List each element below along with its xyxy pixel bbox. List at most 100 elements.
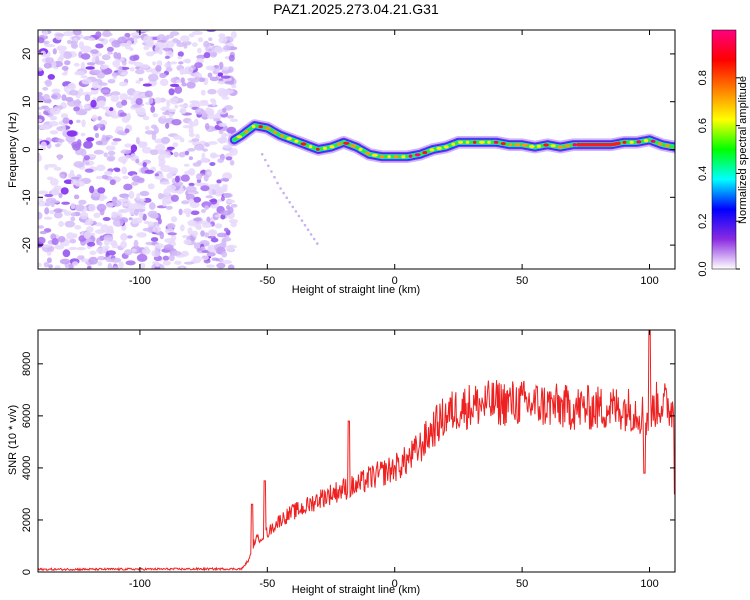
spectrogram-noise-blob (96, 203, 107, 212)
spectrogram-noise-blob (188, 126, 194, 135)
spectrogram-noise-blob (62, 249, 71, 258)
spectrogram-noise-blob (188, 168, 196, 176)
spectrogram-noise-blob (53, 211, 63, 219)
spectrogram-noise-blob (99, 197, 105, 202)
colorbar-label: Normalized spectral amplitude (737, 76, 749, 224)
spectrogram-noise-blob (174, 85, 183, 94)
spectrogram-noise-blob (216, 262, 226, 269)
spectrogram-noise-blob (220, 177, 229, 182)
spectrogram-noise-blob (188, 198, 195, 205)
spectrogram-noise-blob (49, 107, 61, 115)
spectrogram-noise-blob (162, 199, 167, 207)
spectrogram-noise-blob (229, 160, 235, 166)
spectrogram-track-peak (617, 141, 621, 146)
spectrogram-track-peak (521, 143, 528, 147)
spectrogram-noise-blob (223, 192, 233, 198)
spectrogram-track-peak (665, 144, 670, 148)
spectrogram-noise-blob (220, 75, 231, 79)
spectrogram-noise-blob (138, 77, 144, 82)
spectrogram-noise-blob (38, 118, 43, 123)
spectrogram-noise-blob (218, 122, 227, 127)
spectrogram-noise-blob (38, 37, 45, 44)
spectrogram-noise-blob (200, 185, 210, 192)
spectrogram-noise-blob (133, 61, 144, 67)
spectrogram-noise-blob (72, 30, 82, 36)
spectrogram-noise-blob (180, 174, 190, 182)
spectrogram-noise-blob (214, 223, 223, 229)
spectrogram-noise-blob (157, 218, 162, 225)
spectrogram-branch-point (312, 237, 316, 241)
spectrogram-track-peak (294, 139, 299, 143)
colorbar-tick-label: 0.0 (697, 261, 709, 276)
spectrogram-noise-blob (143, 197, 152, 203)
spectrogram-noise-blob (38, 153, 42, 162)
spectrogram-noise-blob (142, 115, 150, 121)
spectrogram-noise-blob (157, 149, 166, 155)
spectrogram-noise-blob (68, 119, 73, 125)
spectrogram-noise-blob (43, 216, 53, 220)
spectrogram-track-peak (550, 144, 556, 148)
spectrogram-noise-blob (210, 154, 221, 158)
spectrogram-noise-blob (151, 132, 157, 141)
spectrogram-noise-blob (165, 122, 170, 129)
spectrogram-branch-point (264, 158, 267, 162)
spectrogram-faint-branch (260, 153, 319, 245)
colorbar-tick-label: 0.8 (697, 70, 709, 85)
spectrogram-noise-blob (135, 158, 140, 164)
spectrogram-noise-blob (150, 81, 157, 86)
spectrogram-noise-blob (108, 107, 114, 112)
spectrogram-noise-blob (170, 234, 177, 242)
spectrogram-noise-blob (165, 67, 173, 72)
spectrogram-noise-blob (122, 60, 127, 66)
spectrogram-noise-blob (45, 57, 54, 64)
spectrogram-noise-blob (194, 76, 201, 81)
spectrogram-track-peak (393, 155, 399, 159)
spectrogram-noise-blob (141, 146, 152, 154)
spectrogram-noise-blob (118, 261, 124, 269)
spectrogram-noise-blob (54, 244, 65, 250)
spectrogram-noise-blob (128, 217, 133, 221)
spectrogram-noise-blob (73, 161, 85, 168)
spectrogram-branch-point (303, 223, 307, 227)
spectrogram-noise-blob (94, 132, 100, 138)
spectrogram-noise-blob (221, 251, 228, 258)
spectrogram-track-peak (343, 141, 350, 145)
spectrogram-noise-blob (183, 239, 192, 245)
spectrogram-noise-blob (106, 250, 116, 256)
spectrogram-noise-blob (80, 75, 88, 79)
spectrogram-noise-blob (96, 71, 106, 79)
spectrogram-noise-blob (121, 166, 128, 175)
spectrogram-noise-blob (129, 47, 134, 51)
spectrogram-noise-blob (135, 98, 143, 105)
spectrogram-noise-blob (74, 225, 82, 230)
spectrogram-noise-blob (201, 201, 212, 209)
spectrogram-noise-blob (141, 248, 151, 255)
spectrogram-noise-blob (134, 208, 139, 216)
spectrogram-track-peak (564, 144, 571, 148)
spectrogram-noise-blob (168, 167, 179, 175)
snr-frame (37, 329, 676, 573)
spectrogram-noise-blob (203, 52, 211, 59)
spectrogram-noise-blob (129, 55, 139, 61)
spectrogram-noise-blob (49, 209, 55, 215)
colorbar-ticks: 0.0 0.2 0.4 0.6 0.8 (697, 70, 740, 277)
spectrogram-noise-blob (216, 232, 227, 238)
spectrogram-noise-blob (119, 209, 126, 213)
spectrogram-noise-blob (215, 187, 225, 195)
spectrogram-noise-blob (95, 43, 104, 49)
spectrogram-noise-blob (168, 113, 174, 118)
spectrogram-noise-blob (98, 38, 105, 42)
snr-y-axis: 0 2000 4000 6000 8000 (21, 352, 675, 575)
spectrogram-noise-blob (97, 187, 106, 194)
spectrogram-noise-blob (216, 179, 222, 184)
spectrogram-noise-blob (221, 240, 227, 248)
spectrogram-branch-point (270, 170, 273, 173)
spectrogram-noise-blob (115, 126, 124, 132)
spectrogram-noise-blob (199, 101, 209, 106)
spectrogram-noise-blob (112, 138, 122, 142)
spectrogram-branch-point (291, 205, 295, 209)
spectrogram-noise-blob (136, 232, 147, 238)
spectrogram-noise-blob (51, 188, 60, 196)
spectrogram-noise-blob (127, 96, 134, 101)
spectrogram-noise-blob (110, 94, 120, 103)
